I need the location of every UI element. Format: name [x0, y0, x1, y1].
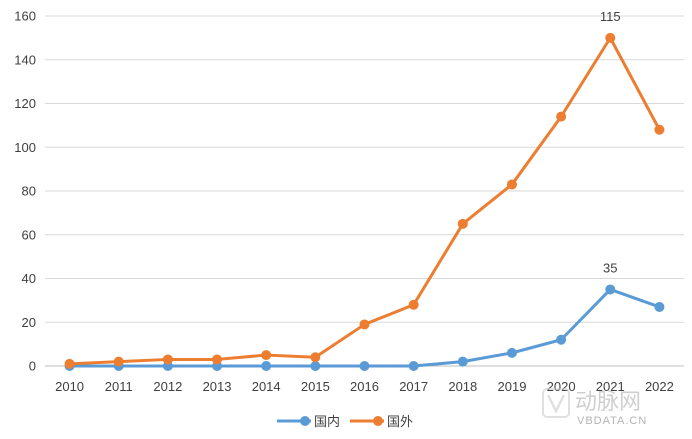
legend-label: 国外: [387, 415, 413, 430]
x-tick-label: 2011: [105, 379, 133, 394]
data-labels-group: 35 115: [600, 9, 621, 276]
y-tick-label: 60: [22, 227, 36, 242]
data-point: [212, 354, 223, 365]
data-point: [556, 334, 567, 345]
x-tick-label: 2013: [203, 379, 232, 394]
watermark-text: VBDATA.CN: [577, 415, 647, 427]
data-point: [162, 354, 173, 365]
data-point: [261, 350, 272, 361]
data-point: [506, 179, 517, 190]
watermark: 动脉网 VBDATA.CN: [542, 388, 647, 427]
data-point: [310, 361, 321, 371]
y-tick-label: 80: [22, 184, 36, 199]
data-point: [654, 124, 665, 135]
gridlines: [45, 15, 684, 367]
y-tick-label: 120: [14, 96, 36, 111]
x-tick-label: 2019: [498, 379, 527, 394]
data-point: [359, 319, 370, 330]
legend: 国内 国外: [277, 414, 413, 430]
y-tick-label: 0: [29, 359, 36, 374]
vbdata-logo-icon: [542, 388, 570, 418]
data-point: [113, 356, 124, 367]
data-point: [261, 361, 272, 371]
series-group: [64, 32, 665, 371]
y-tick-label: 40: [22, 271, 36, 286]
data-label: 115: [600, 9, 621, 24]
legend-marker: [300, 416, 310, 426]
data-point: [556, 111, 567, 122]
data-point: [506, 347, 517, 358]
data-point: [408, 361, 419, 371]
y-tick-label: 160: [14, 9, 36, 24]
x-tick-label: 2014: [252, 379, 281, 394]
x-tick-label: 2015: [301, 379, 330, 394]
x-axis-ticks: 2010 2011 2012 2013 2014 2015 2016 2017 2018 2019…: [55, 379, 674, 394]
data-point: [457, 356, 468, 367]
x-tick-label: 2017: [399, 379, 428, 394]
y-axis-ticks: 0 20 40 60 80 100 120 140 160: [14, 9, 36, 374]
data-point: [654, 301, 665, 312]
legend-marker: [373, 416, 383, 426]
x-tick-label: 2020: [547, 379, 576, 394]
x-tick-label: 2012: [153, 379, 182, 394]
legend-label: 国内: [314, 414, 340, 430]
y-tick-label: 100: [14, 140, 36, 155]
data-point: [359, 361, 370, 371]
y-tick-label: 140: [14, 52, 36, 67]
x-tick-label: 2016: [350, 379, 379, 394]
x-tick-label: 2010: [55, 379, 84, 394]
data-point: [605, 32, 616, 43]
data-point: [310, 352, 321, 363]
x-tick-label: 2018: [448, 379, 477, 394]
series-line-2: [68, 36, 661, 366]
data-label: 35: [603, 260, 617, 275]
data-point: [457, 218, 468, 229]
x-tick-label: 2022: [645, 379, 674, 394]
y-tick-label: 20: [22, 315, 36, 330]
data-point: [605, 284, 616, 295]
watermark-logo-text: 动脉网: [575, 390, 641, 415]
data-point: [64, 358, 75, 369]
x-tick-label: 2021: [596, 379, 625, 394]
data-point: [408, 299, 419, 310]
